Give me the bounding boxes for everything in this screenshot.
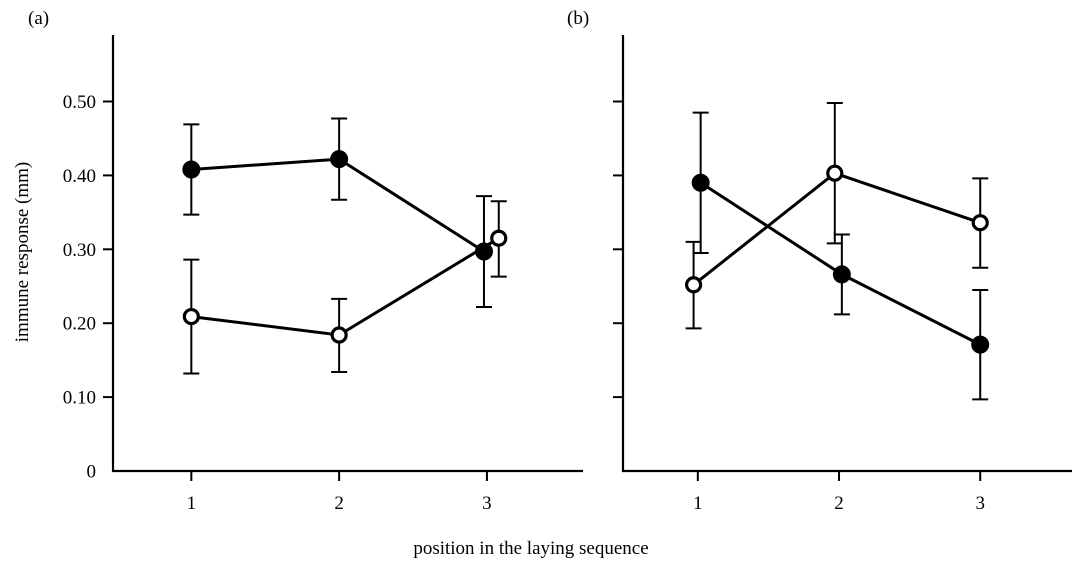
panel-a-x-tick-label: 3 [482,493,492,514]
y-axis-title: immune response (mm) [12,162,33,342]
panel-b: (b) 1 2 3 [567,8,1072,514]
panel-a-series-filled-point [330,150,349,169]
panel-a-x-tick-label: 1 [187,493,197,514]
panel-a: (a) 0 0.10 0.20 0.30 0.40 0.50 1 2 3 [28,8,583,514]
panel-a-series-filled-point [182,160,201,179]
panel-b-series-filled-point [691,173,710,192]
panel-a-series-filled-line [191,157,485,253]
panel-a-y-tick-label: 0.10 [63,388,96,409]
panel-b-series-filled-point [832,265,851,284]
panel-a-x-tick-label: 2 [334,493,344,514]
panel-a-series-open-point [490,229,508,247]
panel-a-y-tick-label: 0.50 [63,92,96,113]
panel-a-series-open-point [330,326,348,344]
panel-b-x-tick-label: 3 [975,493,985,514]
panel-a-label: (a) [28,8,49,29]
panel-a-y-tick-label: 0.30 [63,240,96,261]
panel-a-y-tick-label: 0.20 [63,314,96,335]
panel-a-y-tick-label: 0 [87,462,97,483]
panel-a-marks: 0 0.10 0.20 0.30 0.40 0.50 1 2 3 [63,92,508,514]
panel-a-series-open-point [182,307,200,326]
panel-a-series-open-line [191,236,500,337]
panel-b-series-open-point [826,164,844,182]
panel-b-series-open-point [684,276,703,294]
panel-a-y-tick-label: 0.40 [63,166,96,187]
panel-b-label: (b) [567,8,589,29]
panel-b-series-filled-point [971,335,990,354]
panel-b-marks: 1 2 3 [613,100,990,514]
panel-b-x-tick-label: 2 [834,493,844,514]
panel-b-series-open-point [971,214,989,232]
x-axis-title: position in the laying sequence [413,538,648,559]
panel-b-x-tick-label: 1 [693,493,703,514]
